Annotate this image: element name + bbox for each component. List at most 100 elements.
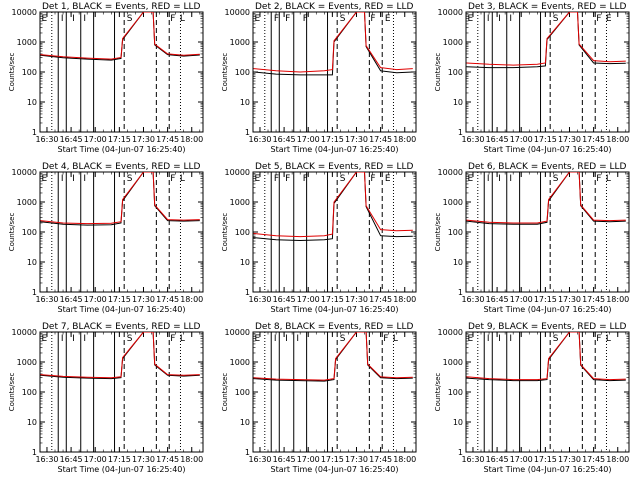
x-tick-label: 17:15: [534, 455, 557, 464]
y-tick-label: 10000: [438, 328, 463, 337]
series-lld: [466, 12, 626, 66]
series-lld: [466, 332, 626, 381]
x-tick-label: 17:30: [558, 455, 581, 464]
interval-marker: I: [498, 174, 501, 184]
y-tick-label: 1000: [17, 38, 37, 47]
x-tick-label: 18:00: [393, 135, 416, 144]
x-tick-label: 16:45: [60, 135, 83, 144]
x-tick-label: 17:30: [132, 455, 155, 464]
interval-marker: I: [487, 14, 490, 24]
series-events: [466, 332, 626, 382]
x-tick-label: 18:00: [606, 295, 629, 304]
y-tick-label: 100: [22, 388, 37, 397]
x-tick-label: 17:00: [84, 295, 107, 304]
interval-marker: L: [606, 174, 611, 184]
series-events: [40, 12, 200, 61]
x-tick-label: 17:30: [132, 135, 155, 144]
y-tick-label: 100: [448, 228, 463, 237]
series-lld: [40, 332, 200, 379]
x-tick-label: 17:15: [108, 295, 131, 304]
interval-marker: I: [509, 334, 512, 344]
interval-marker: I: [285, 334, 288, 344]
x-tick-label: 17:00: [510, 455, 533, 464]
interval-marker: F: [303, 174, 308, 184]
interval-marker: F: [596, 334, 601, 344]
interval-marker: L: [180, 334, 185, 344]
x-tick-label: 17:15: [534, 295, 557, 304]
interval-marker: S: [340, 14, 346, 24]
interval-marker: F: [285, 14, 290, 24]
y-tick-label: 100: [448, 68, 463, 77]
x-axis-label: Start Time (04-Jun-07 16:25:40): [271, 305, 399, 314]
interval-marker: S: [553, 174, 559, 184]
chart-panel-9: Det 9, BLACK = Events, RED = LLD 1 10 100 10…: [434, 322, 630, 474]
y-tick-label: 10: [27, 418, 37, 427]
interval-marker: I: [61, 14, 64, 24]
y-tick-label: 10000: [225, 8, 250, 17]
chart-title: Det 8, BLACK = Events, RED = LLD: [255, 322, 414, 332]
interval-marker: E: [42, 334, 48, 344]
y-tick-label: 10: [27, 258, 37, 267]
interval-marker: I: [509, 14, 512, 24]
y-tick-label: 1000: [230, 38, 250, 47]
interval-marker: I: [296, 334, 299, 344]
x-tick-label: 17:45: [582, 135, 605, 144]
interval-marker: I: [61, 334, 64, 344]
x-axis-label: Start Time (04-Jun-07 16:25:40): [58, 465, 186, 474]
x-tick-label: 16:45: [273, 455, 296, 464]
y-axis-label: Counts/sec: [434, 373, 442, 412]
interval-marker: I: [72, 334, 75, 344]
x-tick-label: 17:45: [156, 135, 179, 144]
y-axis-label: Counts/sec: [8, 53, 16, 92]
x-tick-label: 16:30: [248, 455, 271, 464]
series-lld: [466, 172, 626, 224]
x-axis-label: Start Time (04-Jun-07 16:25:40): [58, 145, 186, 154]
x-tick-label: 18:00: [393, 455, 416, 464]
interval-marker: S: [553, 334, 559, 344]
chart-panel-1: Det 1, BLACK = Events, RED = LLD 1 10 100 10…: [8, 2, 204, 154]
interval-marker: I: [83, 14, 86, 24]
x-tick-label: 17:30: [558, 135, 581, 144]
interval-marker: S: [340, 334, 346, 344]
x-tick-label: 17:00: [84, 455, 107, 464]
series-events: [466, 172, 626, 225]
interval-marker: I: [72, 14, 75, 24]
y-tick-label: 1000: [17, 198, 37, 207]
interval-marker: F: [274, 14, 279, 24]
y-tick-label: 1: [458, 448, 463, 457]
plot-frame: [465, 331, 630, 453]
y-tick-label: 1000: [230, 358, 250, 367]
x-tick-label: 17:15: [534, 135, 557, 144]
series-events: [40, 332, 200, 380]
y-tick-label: 10: [240, 98, 250, 107]
x-tick-label: 18:00: [180, 295, 203, 304]
x-tick-label: 17:00: [297, 455, 320, 464]
x-tick-label: 17:30: [558, 295, 581, 304]
x-tick-label: 16:45: [486, 295, 509, 304]
x-tick-label: 16:45: [273, 135, 296, 144]
plot-frame: [465, 11, 630, 133]
chart-panel-2: Det 2, BLACK = Events, RED = LLD 1 10 100 10…: [221, 2, 417, 154]
y-tick-label: 1000: [443, 198, 463, 207]
chart-title: Det 5, BLACK = Events, RED = LLD: [255, 162, 414, 172]
x-tick-label: 17:45: [369, 295, 392, 304]
x-tick-label: 17:15: [321, 455, 344, 464]
y-tick-label: 10000: [225, 328, 250, 337]
interval-marker: F: [596, 174, 601, 184]
interval-marker: I: [487, 174, 490, 184]
x-tick-label: 16:45: [60, 455, 83, 464]
plot-frame: [39, 331, 204, 453]
y-tick-label: 10: [453, 418, 463, 427]
y-tick-label: 10: [453, 98, 463, 107]
y-tick-label: 10000: [12, 168, 37, 177]
interval-marker: F: [170, 334, 175, 344]
y-tick-label: 100: [235, 228, 250, 237]
interval-marker: E: [255, 14, 261, 24]
x-tick-label: 16:30: [35, 295, 58, 304]
y-axis-label: Counts/sec: [434, 53, 442, 92]
